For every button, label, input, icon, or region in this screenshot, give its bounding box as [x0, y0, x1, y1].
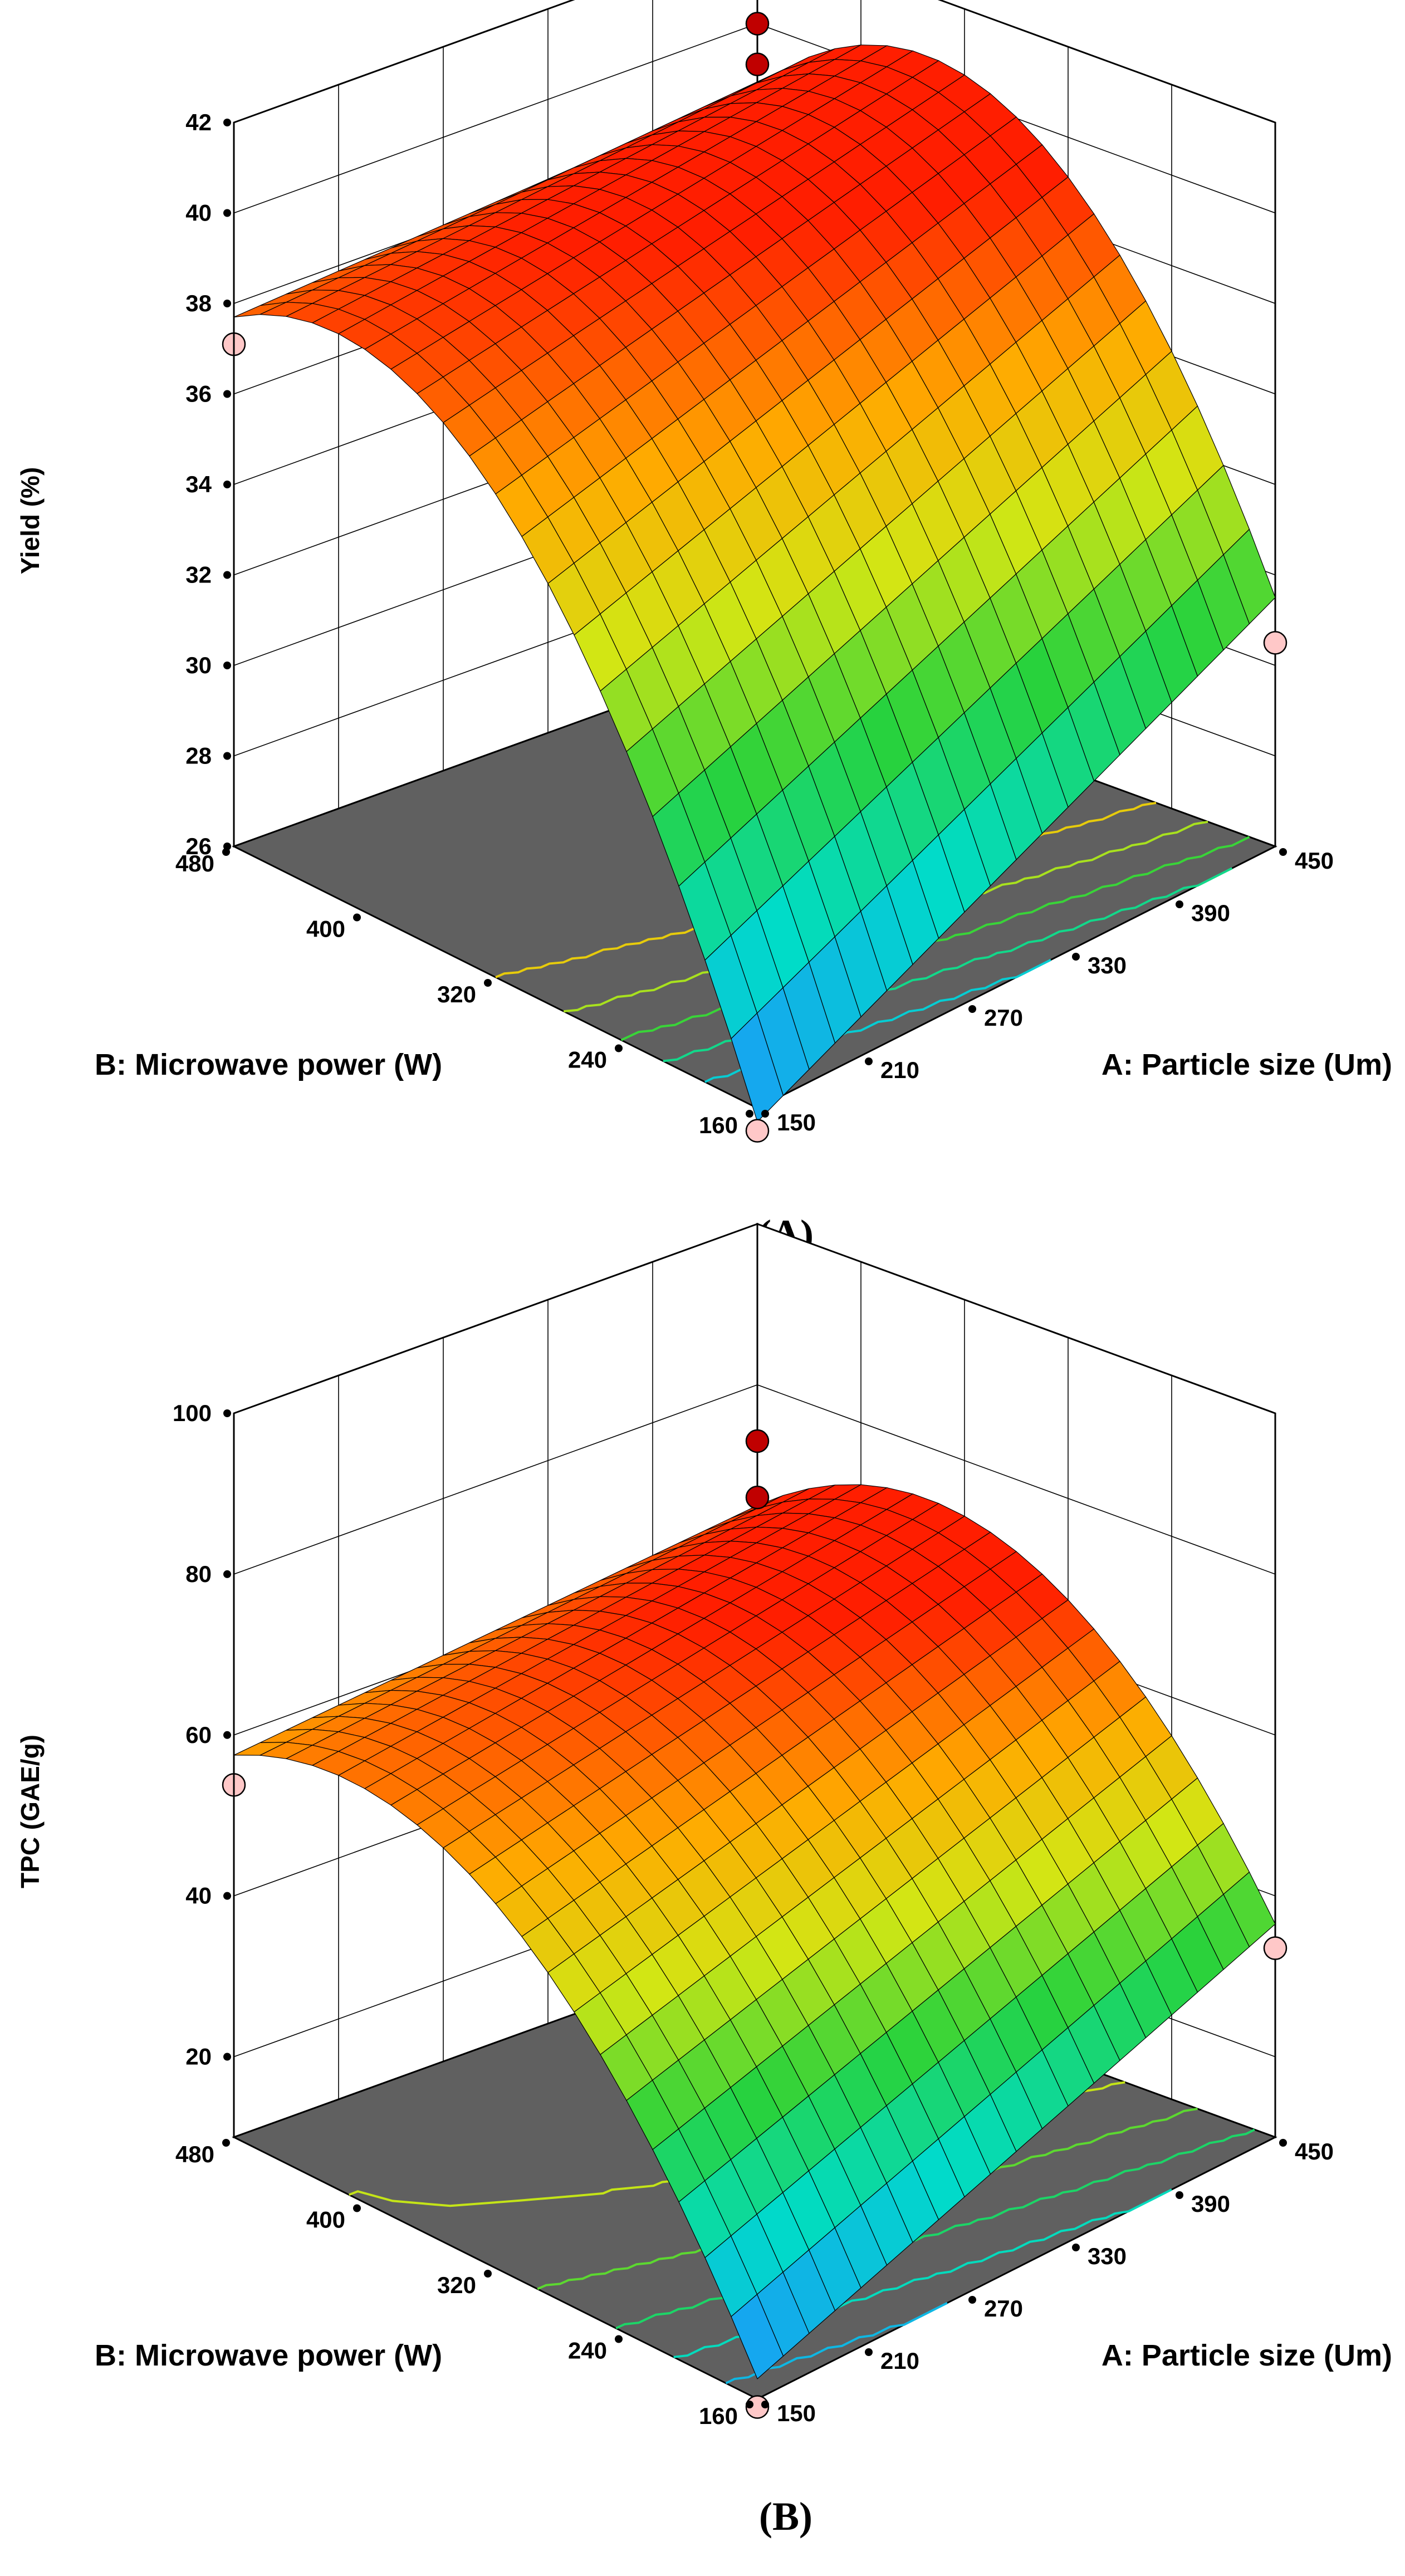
surface-cell	[731, 2294, 784, 2379]
z-tick-mark	[223, 390, 231, 398]
z-tick-mark	[223, 1892, 231, 1900]
x-tick-mark	[968, 2296, 976, 2304]
z-tick-mark	[223, 481, 231, 488]
x-tick-label: 390	[1191, 900, 1230, 926]
y-tick-mark	[615, 1044, 623, 1052]
z-tick-mark	[223, 662, 231, 669]
z-tick-mark	[223, 209, 231, 217]
design-point	[745, 1119, 770, 1143]
x-tick-label: 450	[1295, 848, 1334, 874]
z-tick-mark	[223, 300, 231, 307]
x-tick-mark	[968, 1005, 976, 1013]
y-tick-label: 320	[437, 2272, 476, 2298]
z-axis-label: Yield (%)	[16, 467, 45, 575]
x-tick-label: 270	[984, 1005, 1023, 1031]
y-axis-label: B: Microwave power (W)	[95, 1048, 442, 1081]
design-point	[1263, 1936, 1287, 1960]
y-tick-label: 240	[568, 1047, 607, 1073]
y-tick-mark	[484, 979, 492, 987]
surface-cell	[731, 1012, 784, 1123]
z-tick-label: 28	[185, 743, 212, 769]
y-tick-label: 240	[568, 2338, 607, 2364]
x-tick-label: 270	[984, 2295, 1023, 2322]
z-tick-label: 26	[185, 833, 212, 859]
x-tick-label: 450	[1295, 2138, 1334, 2164]
x-tick-mark	[865, 2348, 873, 2356]
x-axis-label: A: Particle size (Um)	[1102, 1048, 1392, 1081]
z-tick-mark	[223, 1731, 231, 1739]
x-tick-label: 330	[1088, 2243, 1127, 2269]
y-tick-mark	[222, 2139, 230, 2147]
z-tick-mark	[223, 1570, 231, 1578]
z-tick-label: 30	[185, 652, 212, 678]
z-tick-label: 34	[185, 471, 212, 497]
z-tick-label: 40	[185, 1883, 212, 1909]
response-surface	[233, 1484, 1276, 2379]
z-tick-label: 36	[185, 381, 212, 407]
panel-label: (B)	[759, 2494, 812, 2539]
x-tick-mark	[1176, 2191, 1183, 2199]
x-axis-label: A: Particle size (Um)	[1102, 2339, 1392, 2372]
z-tick-label: 80	[185, 1561, 212, 1587]
wall-gridline	[233, 1223, 1276, 1414]
x-tick-mark	[1072, 953, 1080, 961]
z-tick-label: 38	[185, 290, 212, 316]
y-tick-mark	[615, 2335, 623, 2343]
z-tick-label: 100	[173, 1400, 212, 1426]
z-tick-label: 40	[185, 200, 212, 226]
x-tick-mark	[1279, 2139, 1287, 2147]
x-tick-label: 330	[1088, 952, 1127, 978]
design-point	[745, 1485, 770, 1510]
x-tick-label: 150	[777, 1109, 816, 1135]
y-tick-mark	[484, 2270, 492, 2278]
z-tick-mark	[223, 1409, 231, 1417]
z-tick-mark	[223, 119, 231, 126]
y-tick-label: 400	[306, 2207, 345, 2233]
z-tick-label: 20	[185, 2044, 212, 2070]
x-tick-mark	[761, 2401, 769, 2408]
wall-gridline	[233, 0, 1276, 123]
y-tick-mark	[746, 1110, 753, 1118]
design-point	[745, 52, 770, 76]
z-tick-mark	[223, 2053, 231, 2061]
design-point	[745, 12, 770, 36]
x-tick-label: 150	[777, 2400, 816, 2426]
y-tick-label: 480	[175, 2141, 214, 2167]
y-tick-label: 400	[306, 916, 345, 942]
chart-panel-a: 26 28 30 32 34 36 38 40 42 Yield (%) 150 210 270 330 3…	[16, 0, 1392, 1256]
x-tick-label: 210	[880, 1057, 919, 1083]
y-axis-label: B: Microwave power (W)	[95, 2339, 442, 2372]
x-tick-label: 390	[1191, 2191, 1230, 2217]
x-tick-mark	[865, 1057, 873, 1065]
z-tick-label: 60	[185, 1722, 212, 1748]
z-tick-label: 42	[185, 109, 212, 135]
z-tick-label: 32	[185, 562, 212, 588]
y-tick-mark	[222, 848, 230, 856]
z-axis-label: TPC (GAE/g)	[16, 1735, 45, 1888]
x-tick-mark	[1279, 848, 1287, 856]
chart-panel-b: 20 40 60 80 100 TPC (GAE/g) 150 210 270 330 390 450…	[16, 1222, 1392, 2539]
x-tick-mark	[761, 1110, 769, 1118]
x-tick-mark	[1072, 2244, 1080, 2251]
y-tick-label: 480	[175, 850, 214, 876]
design-point	[745, 1429, 770, 1453]
y-tick-label: 160	[699, 2403, 738, 2429]
z-tick-mark	[223, 752, 231, 760]
y-tick-mark	[746, 2401, 753, 2408]
y-tick-label: 160	[699, 1112, 738, 1138]
response-surface	[233, 45, 1276, 1123]
z-tick-mark	[223, 571, 231, 579]
y-tick-label: 320	[437, 981, 476, 1007]
x-tick-label: 210	[880, 2348, 919, 2374]
y-tick-mark	[353, 913, 361, 922]
x-tick-mark	[1176, 900, 1183, 908]
design-point	[1263, 631, 1287, 655]
wall-gridline	[233, 1384, 1276, 1575]
y-tick-mark	[353, 2204, 361, 2212]
